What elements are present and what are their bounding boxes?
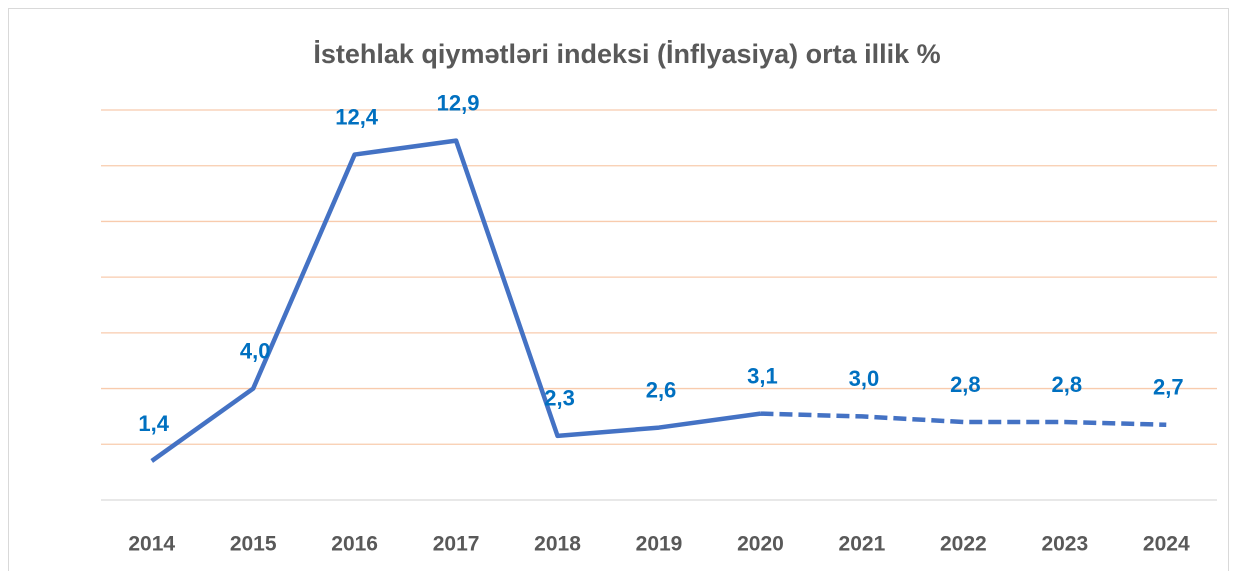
chart-frame [8,8,1229,571]
data-label: 2,8 [1052,372,1083,397]
data-label: 12,4 [335,104,379,129]
data-label: 12,9 [437,90,480,115]
x-tick-label: 2022 [940,533,987,556]
x-tick-label: 2024 [1143,533,1190,556]
chart-title: İstehlak qiymətləri indeksi (İnflyasiya)… [313,39,940,69]
data-label: 3,0 [849,366,880,391]
x-tick-label: 2016 [331,533,378,556]
data-label: 1,4 [138,411,169,436]
line [150,138,761,463]
x-tick-label: 2023 [1041,533,1088,556]
x-tick-label: 2018 [534,533,581,556]
x-tick-label: 2019 [636,533,683,556]
data-label: 3,1 [747,363,778,388]
data-label: 2,3 [544,386,575,411]
data-label: 2,6 [646,377,677,402]
x-tick-label: 2017 [433,533,480,556]
x-tick-label: 2020 [737,533,784,556]
x-tick-label: 2021 [839,533,886,556]
line-dashed [760,411,1167,428]
data-label: 2,8 [950,372,981,397]
data-label: 4,0 [240,338,271,363]
x-tick-label: 2015 [230,533,277,556]
data-label: 2,7 [1153,375,1184,400]
x-tick-label: 2014 [128,533,175,556]
